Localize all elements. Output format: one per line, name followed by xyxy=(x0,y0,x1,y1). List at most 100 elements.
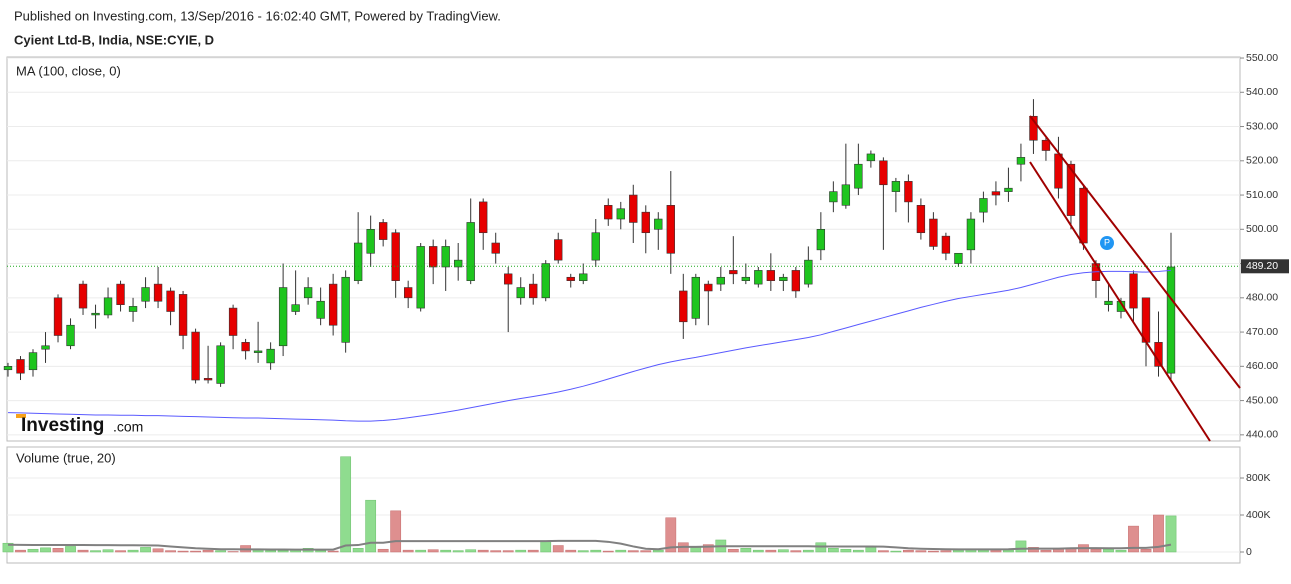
volume-bar xyxy=(802,549,814,553)
volume-panel xyxy=(6,446,1241,564)
candle-body xyxy=(1066,163,1076,216)
logo-suffix: .com xyxy=(113,419,143,435)
volume-bar xyxy=(1128,525,1139,553)
candle-body xyxy=(1041,139,1051,151)
candle-body xyxy=(816,229,826,251)
volume-average-line xyxy=(7,539,1172,551)
volume-bar xyxy=(265,550,276,553)
candle-body xyxy=(403,287,413,299)
candle-body xyxy=(791,270,801,292)
volume-bar xyxy=(790,550,802,553)
volume-bar xyxy=(15,549,26,553)
y-tick-label: 400K xyxy=(1246,509,1271,521)
candle-body xyxy=(1016,157,1026,165)
volume-bar xyxy=(515,549,527,553)
candle-body xyxy=(916,205,926,234)
y-tick-label: 800K xyxy=(1246,472,1271,484)
volume-bar xyxy=(190,550,201,553)
volume-bar xyxy=(215,550,226,553)
candle-body xyxy=(41,345,50,350)
volume-bar xyxy=(827,548,839,553)
volume-bar xyxy=(327,550,339,553)
volume-bar xyxy=(40,547,51,553)
symbol-title: Cyient Ltd-B, India, NSE:CYIE, D xyxy=(14,32,214,47)
candle-body xyxy=(316,300,325,319)
candle-body xyxy=(1141,297,1151,343)
candle-body xyxy=(829,191,838,203)
candle-body xyxy=(616,208,625,220)
price-panel xyxy=(6,56,1241,442)
candle-body xyxy=(629,194,638,223)
published-note: Published on Investing.com, 13/Sep/2016 … xyxy=(14,8,501,23)
candle-body xyxy=(529,283,538,299)
candle-body xyxy=(441,246,450,268)
candle-body xyxy=(966,218,976,251)
candle-body xyxy=(929,218,938,247)
volume-bar xyxy=(615,549,627,553)
y-tick-label: 550.00 xyxy=(1246,52,1278,64)
volume-bar xyxy=(1165,515,1177,553)
candle-body xyxy=(253,350,263,353)
y-tick-label: 450.00 xyxy=(1246,394,1278,406)
candle-body xyxy=(741,276,750,281)
candle-body xyxy=(991,191,1001,196)
y-tick-label: 520.00 xyxy=(1246,155,1278,167)
volume-bar xyxy=(1028,547,1039,553)
logo-brand: Investing xyxy=(21,415,104,436)
volume-bar xyxy=(277,550,289,553)
volume-bar xyxy=(365,499,377,553)
volume-bar xyxy=(640,550,652,553)
candle-body xyxy=(666,205,675,254)
candle-body xyxy=(491,242,500,254)
volume-bar xyxy=(27,548,39,553)
candle-body xyxy=(604,205,613,220)
volume-bar xyxy=(690,547,702,553)
volume-bar xyxy=(903,549,914,553)
volume-bar xyxy=(202,549,214,553)
candle-body xyxy=(716,276,725,285)
volume-bar xyxy=(702,544,714,553)
volume-bar xyxy=(1015,540,1027,553)
candle-body xyxy=(979,198,988,213)
volume-bar xyxy=(1115,549,1127,553)
candle-body xyxy=(266,348,275,364)
volume-bar xyxy=(152,548,164,553)
volume-bar xyxy=(440,549,452,553)
volume-bar xyxy=(978,549,989,553)
candle-body xyxy=(866,153,876,162)
candle-body xyxy=(241,342,250,352)
volume-bar xyxy=(552,545,564,553)
y-tick-label: 540.00 xyxy=(1246,86,1278,98)
candle-body xyxy=(941,235,951,254)
candle-body xyxy=(166,290,175,312)
volume-bar xyxy=(540,540,552,553)
last-price-label: 489.20 xyxy=(1246,260,1278,272)
volume-bar xyxy=(740,548,752,553)
candle-body xyxy=(116,283,125,305)
trend-line xyxy=(1029,161,1211,442)
last-price-box xyxy=(1241,259,1289,274)
volume-bar xyxy=(377,548,389,553)
candle-body xyxy=(28,352,38,371)
volume-bar xyxy=(602,550,614,553)
volume-bar xyxy=(1053,548,1064,553)
volume-bar xyxy=(865,547,877,553)
marks-layer xyxy=(2,99,1177,553)
volume-bar xyxy=(452,550,464,553)
volume-bar xyxy=(577,550,589,553)
candle-body xyxy=(1054,153,1063,189)
volume-bar xyxy=(127,549,139,553)
logo-swoosh xyxy=(16,414,26,418)
volume-bar xyxy=(1090,548,1102,553)
candle-body xyxy=(1079,187,1088,244)
volume-bar xyxy=(590,549,602,553)
volume-bar xyxy=(627,550,639,553)
candle-body xyxy=(566,276,575,281)
volume-bar xyxy=(77,549,89,553)
candle-body xyxy=(1004,187,1013,192)
candle-body xyxy=(579,273,588,281)
volume-bar xyxy=(502,550,514,553)
y-tick-label: 460.00 xyxy=(1246,360,1278,372)
candle-body xyxy=(91,312,100,316)
volume-bar xyxy=(940,550,952,553)
